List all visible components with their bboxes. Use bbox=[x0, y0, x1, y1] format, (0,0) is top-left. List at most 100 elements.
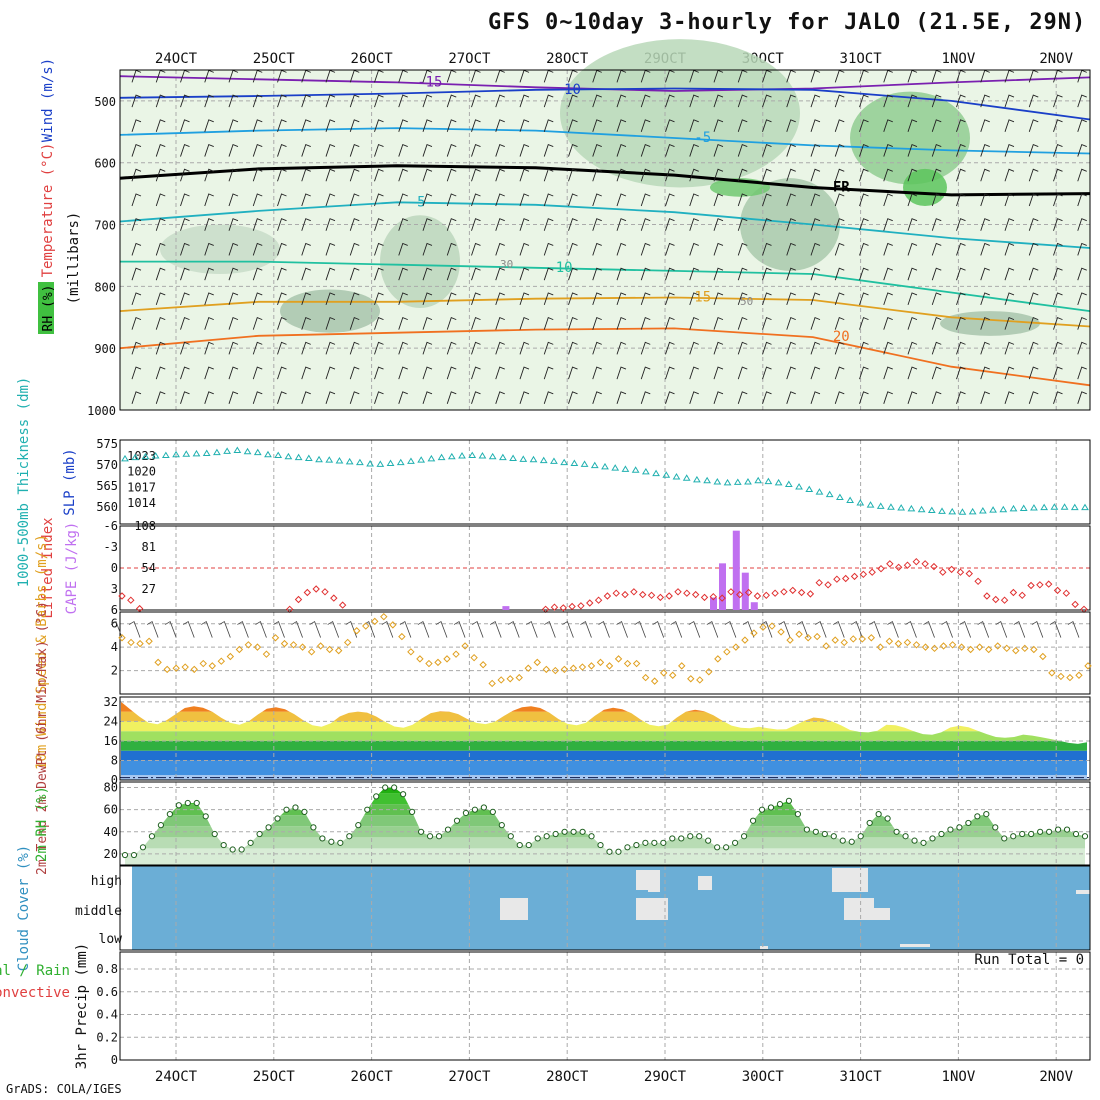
thickness-point bbox=[131, 453, 140, 461]
wind-barb bbox=[131, 242, 142, 256]
wind-barb bbox=[907, 119, 918, 132]
wind-barb bbox=[689, 366, 699, 380]
wind-barb bbox=[471, 193, 481, 207]
lifted-index-point bbox=[127, 596, 135, 604]
wind-barb bbox=[277, 168, 287, 182]
wind-axis-label: Wind (m/s) bbox=[40, 58, 56, 142]
lifted-index-point bbox=[965, 569, 973, 578]
lifted-index-point bbox=[789, 586, 797, 595]
wind-speed-point bbox=[596, 658, 605, 667]
wind-barb bbox=[568, 119, 578, 132]
wind-barb bbox=[277, 143, 287, 157]
pressure-tick: 800 bbox=[94, 280, 116, 294]
wind-barb bbox=[471, 341, 481, 355]
lifted-index-point bbox=[586, 599, 594, 607]
thickness-point bbox=[876, 502, 885, 509]
wind-barb bbox=[422, 242, 433, 256]
wind-barb bbox=[883, 366, 893, 380]
wind-barb bbox=[907, 292, 918, 306]
wind-barb bbox=[252, 218, 263, 231]
slp-tick: 1017 bbox=[127, 480, 156, 494]
wind-barb bbox=[131, 193, 142, 207]
wind-barb bbox=[762, 193, 772, 207]
wind-barb bbox=[762, 341, 772, 355]
thickness-point bbox=[458, 451, 466, 459]
wind-barb bbox=[543, 391, 554, 404]
wind-barb bbox=[786, 218, 796, 231]
rh-point bbox=[462, 809, 470, 817]
thickness-point bbox=[161, 451, 170, 459]
wind-barb bbox=[616, 292, 627, 306]
thickness-point bbox=[784, 480, 793, 488]
rh-point bbox=[471, 806, 479, 813]
thickness-point bbox=[386, 459, 395, 467]
thickness-point bbox=[846, 496, 854, 503]
wind-barb bbox=[689, 193, 699, 207]
cape-axis-label: CAPE (J/kg) bbox=[64, 522, 80, 615]
rh-point bbox=[435, 833, 443, 840]
wind-barb bbox=[1053, 168, 1063, 182]
wind-barb bbox=[980, 341, 990, 355]
wind-barb bbox=[640, 119, 651, 132]
rh-point bbox=[731, 839, 739, 846]
precip-tick: 0 bbox=[111, 1053, 118, 1067]
rh-point bbox=[148, 833, 156, 840]
wind-speed-tick: 4 bbox=[111, 640, 118, 654]
time-label-bottom: 30OCT bbox=[742, 1069, 785, 1085]
wind-barb bbox=[1004, 267, 1015, 281]
wind-barb bbox=[713, 119, 724, 132]
wind-barb bbox=[446, 391, 457, 404]
wind-barb bbox=[204, 193, 214, 207]
pressure-tick: 1000 bbox=[87, 404, 116, 418]
rh-point bbox=[687, 833, 694, 840]
wind-barb bbox=[325, 391, 336, 404]
wind-barb bbox=[859, 317, 869, 330]
wind-speed-point bbox=[994, 642, 1002, 650]
wind-barb bbox=[834, 341, 845, 355]
wind-barb bbox=[277, 94, 287, 108]
wind-barb bbox=[495, 168, 505, 182]
rh-point bbox=[947, 826, 954, 833]
wind-barb bbox=[422, 119, 433, 132]
thickness-point bbox=[907, 504, 916, 512]
wind-barb-10m bbox=[327, 620, 340, 638]
wind-barb bbox=[907, 94, 918, 108]
wind-speed-point bbox=[452, 650, 460, 658]
wind-speed-point bbox=[533, 658, 541, 667]
wind-barb bbox=[131, 341, 142, 355]
wind-barb bbox=[834, 119, 845, 132]
lifted-index-point bbox=[833, 575, 841, 583]
wind-barb bbox=[713, 94, 724, 108]
wind-barb bbox=[665, 168, 675, 182]
wind-barb-10m bbox=[724, 620, 737, 638]
wind-barb bbox=[1053, 341, 1063, 355]
wind-barb bbox=[1077, 119, 1087, 132]
wind-barb bbox=[980, 94, 990, 108]
wind-barb bbox=[1077, 366, 1087, 380]
wind-barb-10m bbox=[833, 620, 845, 638]
wind-barb bbox=[325, 341, 336, 355]
wind-barb bbox=[810, 242, 821, 256]
temperature-band bbox=[121, 721, 1087, 732]
wind-barb bbox=[1053, 218, 1063, 231]
wind-barb bbox=[859, 267, 869, 281]
thickness-point bbox=[590, 461, 599, 469]
wind-barb bbox=[737, 218, 748, 231]
wind-speed-point bbox=[307, 648, 316, 656]
wind-barb bbox=[495, 292, 505, 306]
wind-barb bbox=[228, 218, 239, 231]
rh-point bbox=[794, 810, 801, 818]
wind-barb bbox=[471, 143, 481, 157]
lifted-index-point bbox=[877, 564, 885, 573]
wind-barb bbox=[495, 341, 505, 355]
wind-barb bbox=[131, 143, 142, 157]
wind-barb bbox=[689, 317, 699, 330]
lifted-index-point bbox=[912, 557, 921, 566]
cloud-block bbox=[870, 908, 890, 920]
wind-speed-point bbox=[371, 617, 379, 626]
lifted-index-point bbox=[674, 588, 682, 596]
wind-barb bbox=[471, 119, 481, 132]
wind-barb bbox=[713, 218, 724, 231]
wind-barb bbox=[931, 242, 942, 256]
wind-barb bbox=[665, 193, 675, 207]
